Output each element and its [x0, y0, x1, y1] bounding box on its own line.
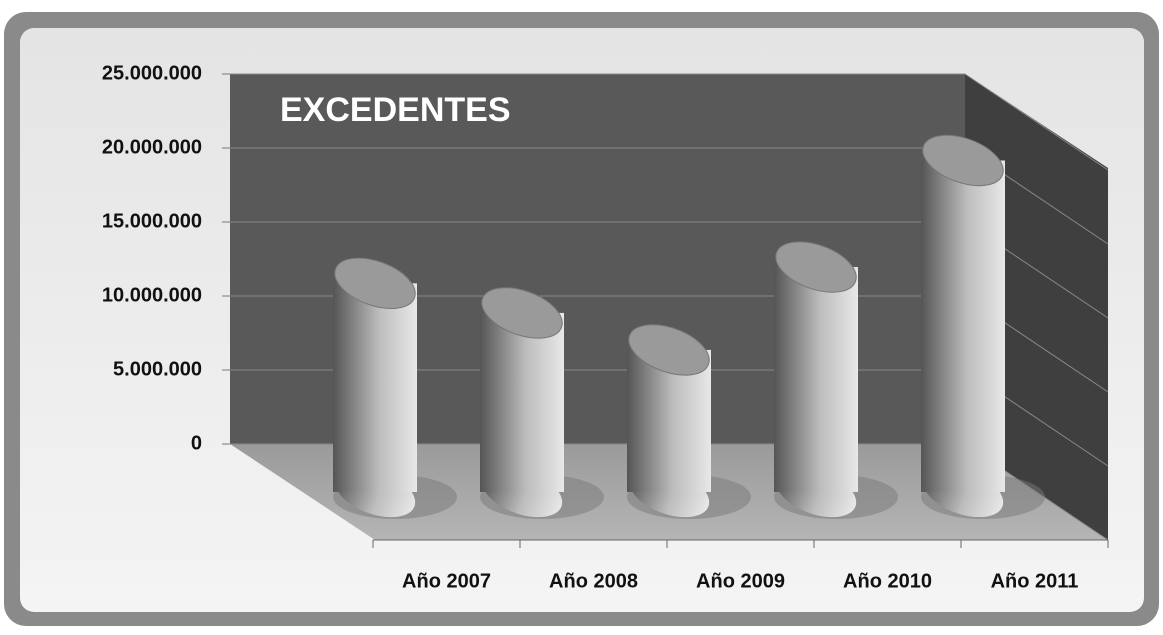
bar-top: [628, 324, 710, 376]
x-tick-label: Año 2009: [696, 570, 785, 592]
bar-top: [334, 257, 416, 309]
y-tick-label: 10.000.000: [102, 284, 202, 306]
bar-top: [481, 287, 563, 339]
bar-top: [775, 241, 857, 293]
grid-line: [964, 73, 1109, 171]
bar: [480, 312, 564, 492]
y-tick-label: 0: [191, 432, 202, 454]
bar: [921, 160, 1005, 493]
bar: [333, 283, 417, 492]
y-tick-label: 20.000.000: [102, 136, 202, 158]
x-tick-label: Año 2008: [549, 570, 638, 592]
x-tick-label: Año 2010: [843, 570, 932, 592]
chart-title: EXCEDENTES: [280, 91, 511, 129]
x-tick-label: Año 2007: [402, 570, 491, 592]
y-tick-label: 25.000.000: [102, 62, 202, 84]
y-tick-label: 15.000.000: [102, 210, 202, 232]
y-tick-label: 5.000.000: [113, 358, 202, 380]
x-tick-label: Año 2011: [991, 570, 1079, 592]
bar-top: [922, 134, 1004, 187]
bar: [774, 267, 858, 492]
